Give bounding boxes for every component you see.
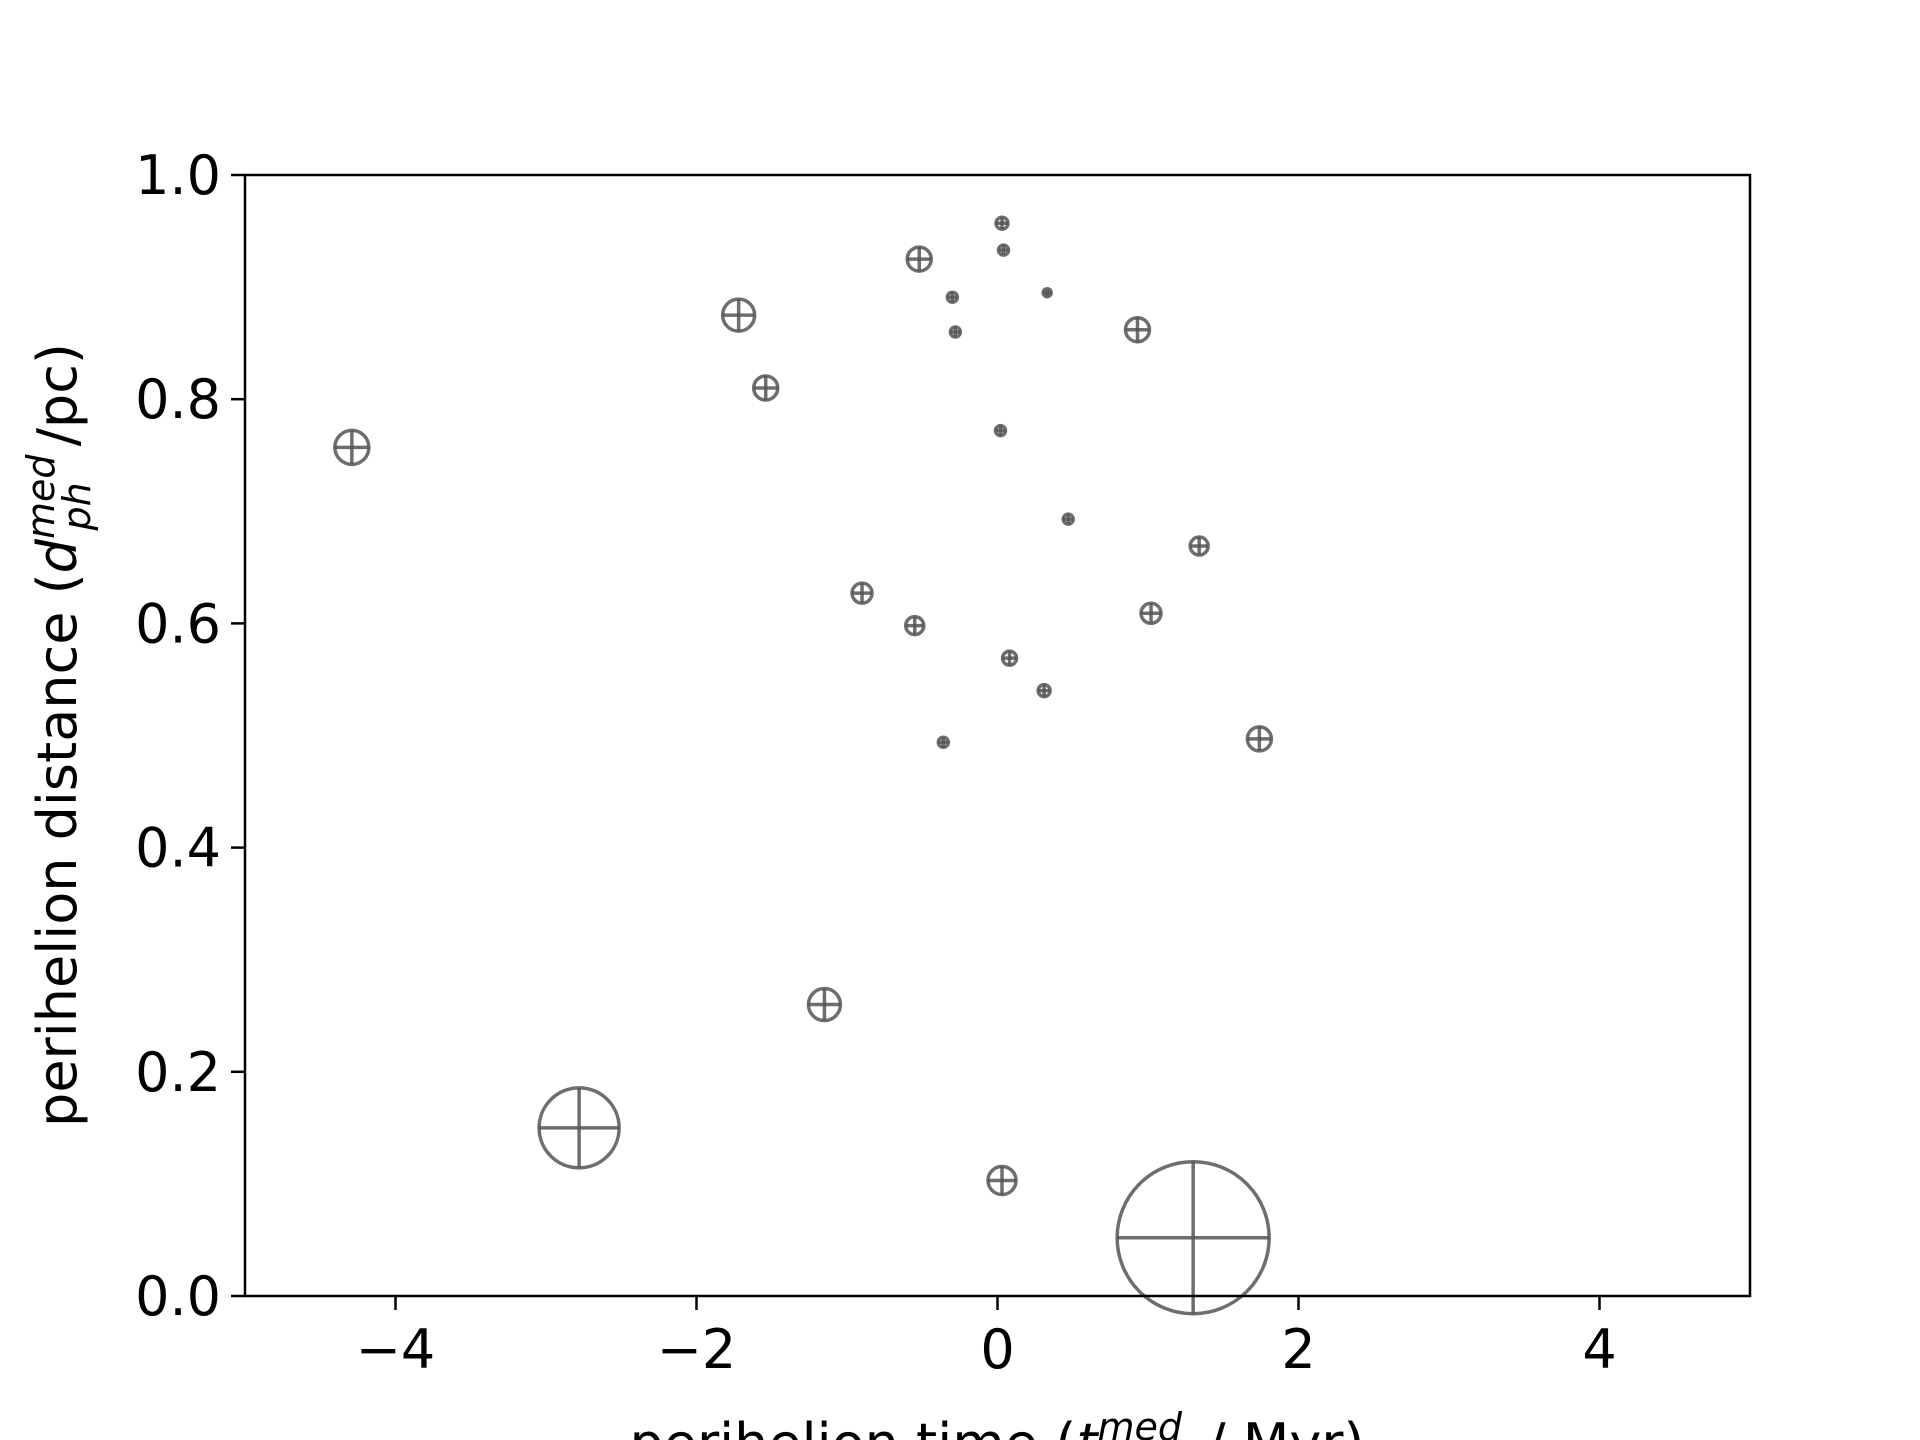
y-axis-label-var: d [26,538,89,573]
y-tick-label: 0.0 [135,1265,221,1328]
x-tick-label: 0 [980,1318,1014,1381]
data-point [945,290,960,304]
y-axis-label-suffix: /pc) [26,343,89,446]
data-point [1115,1159,1271,1316]
data-point [1041,286,1053,299]
data-point [1188,535,1210,557]
x-axis-label-var: t [1076,1412,1099,1440]
y-tick-label: 0.2 [135,1041,221,1104]
y-tick-label: 1.0 [135,144,221,207]
x-axis-label-prefix: perihelion time ( [629,1412,1076,1440]
data-point [537,1086,621,1170]
data-point [333,428,371,467]
y-axis-ticks: 0.0 0.2 0.4 0.6 0.8 1.0 [135,144,245,1328]
plot-frame [243,173,1752,1298]
data-point [1061,512,1075,526]
y-axis-label-sup: med [19,454,63,539]
y-axis-label: perihelion distance (dmedph/pc) [19,343,99,1127]
y-tick-label: 0.4 [135,817,221,880]
data-point [850,581,874,605]
x-axis-label: perihelion time (tmedph / Myr) [629,1405,1364,1440]
y-tick-label: 0.6 [135,592,221,655]
data-point [903,614,926,637]
data-point [996,243,1011,257]
data-point [1245,725,1274,753]
data-point [986,1164,1018,1197]
x-tick-label: 4 [1582,1318,1616,1381]
data-points [333,215,1274,1316]
x-axis-label-sup: med [1097,1405,1182,1440]
data-point [936,735,951,749]
data-point [1139,601,1163,626]
data-point [1123,315,1152,344]
x-axis-ticks: −4 −2 0 2 4 [356,1296,1617,1381]
y-axis-label-prefix: perihelion distance ( [26,573,89,1127]
data-point [993,423,1008,438]
data-point [905,245,933,273]
x-tick-label: 2 [1281,1318,1315,1381]
data-point [720,297,757,333]
y-tick-label: 0.8 [135,368,221,431]
x-axis-label-suffix: / Myr) [1190,1412,1364,1440]
data-point [1036,682,1052,699]
x-tick-label: −2 [657,1318,737,1381]
data-point [751,374,780,402]
y-axis-label-sub: ph [55,482,99,531]
data-point [1000,649,1019,667]
data-point [948,325,963,339]
data-point [994,215,1010,231]
x-tick-label: −4 [356,1318,436,1381]
data-point [806,986,843,1023]
